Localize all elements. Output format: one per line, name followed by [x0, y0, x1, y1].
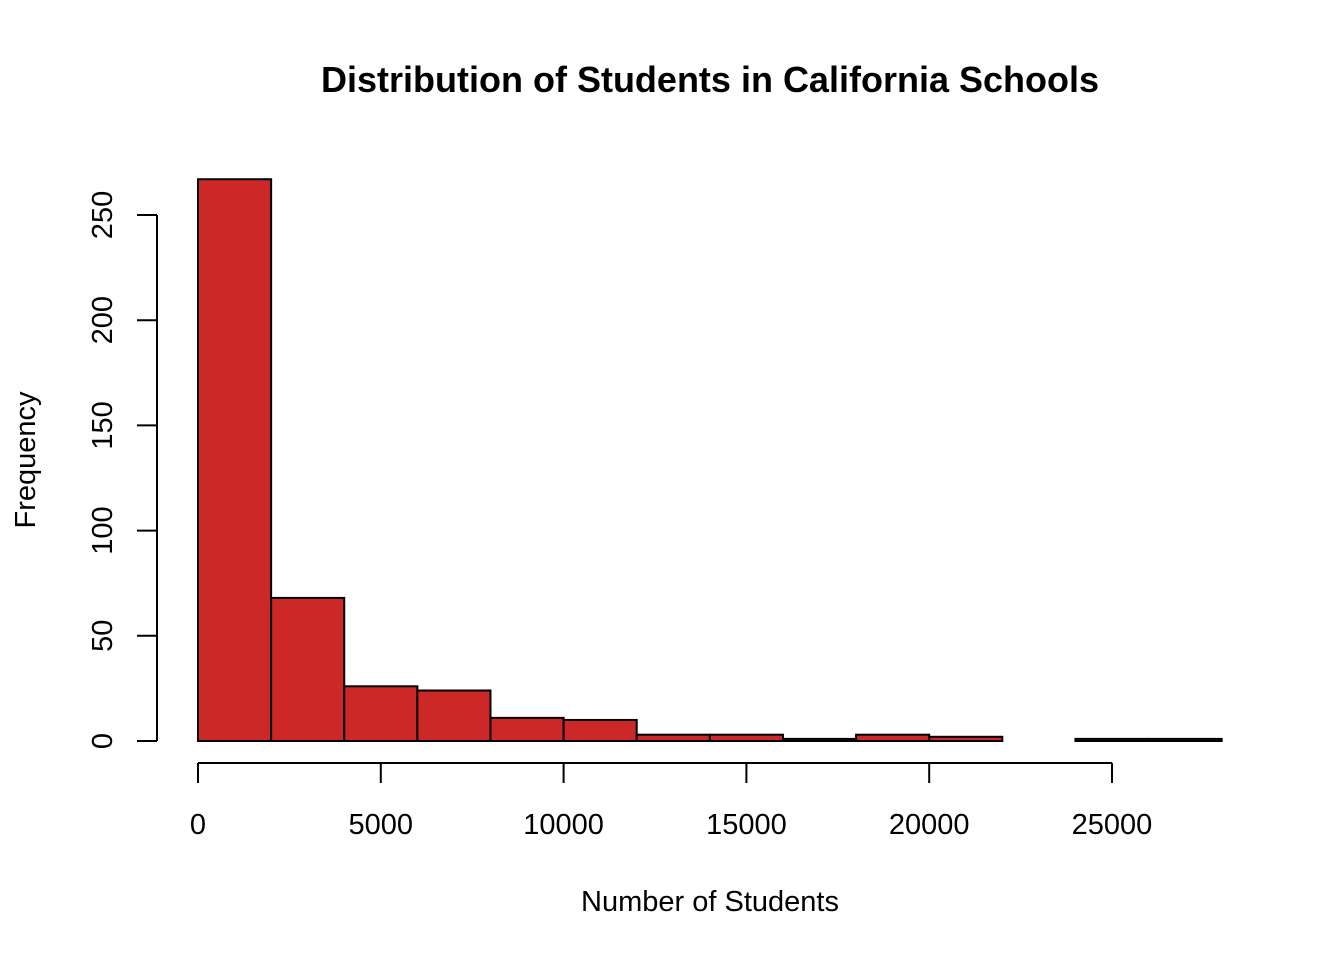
histogram-bar [562, 718, 638, 743]
histogram-bar [781, 737, 858, 742]
y-tick-label: 200 [87, 296, 119, 344]
y-tick-label: 250 [87, 191, 119, 239]
y-tick-label: 0 [87, 733, 119, 749]
histogram-bar [197, 178, 273, 742]
histogram-bar [1074, 737, 1150, 742]
histogram-bar [270, 596, 346, 742]
x-tick-label: 10000 [523, 809, 604, 841]
histogram-bar [489, 716, 565, 743]
histogram-bar [708, 733, 784, 742]
x-axis-label: Number of Students [581, 886, 839, 918]
x-tick-label: 15000 [706, 809, 787, 841]
chart-title: Distribution of Students in California S… [321, 59, 1099, 100]
histogram-bar [1147, 737, 1223, 742]
y-tick-label: 50 [87, 620, 119, 652]
histogram-bar [635, 733, 711, 742]
y-axis-label: Frequency [10, 391, 42, 529]
x-tick-label: 5000 [349, 809, 414, 841]
histogram-bar [928, 735, 1004, 742]
histogram-bar [416, 689, 492, 743]
y-tick-label: 150 [87, 401, 119, 449]
x-tick-label: 20000 [889, 809, 970, 841]
histogram-bar [343, 685, 419, 743]
x-tick-label: 25000 [1072, 809, 1153, 841]
histogram-bar [855, 733, 931, 742]
y-tick-label: 100 [87, 506, 119, 554]
x-tick-label: 0 [190, 809, 206, 841]
